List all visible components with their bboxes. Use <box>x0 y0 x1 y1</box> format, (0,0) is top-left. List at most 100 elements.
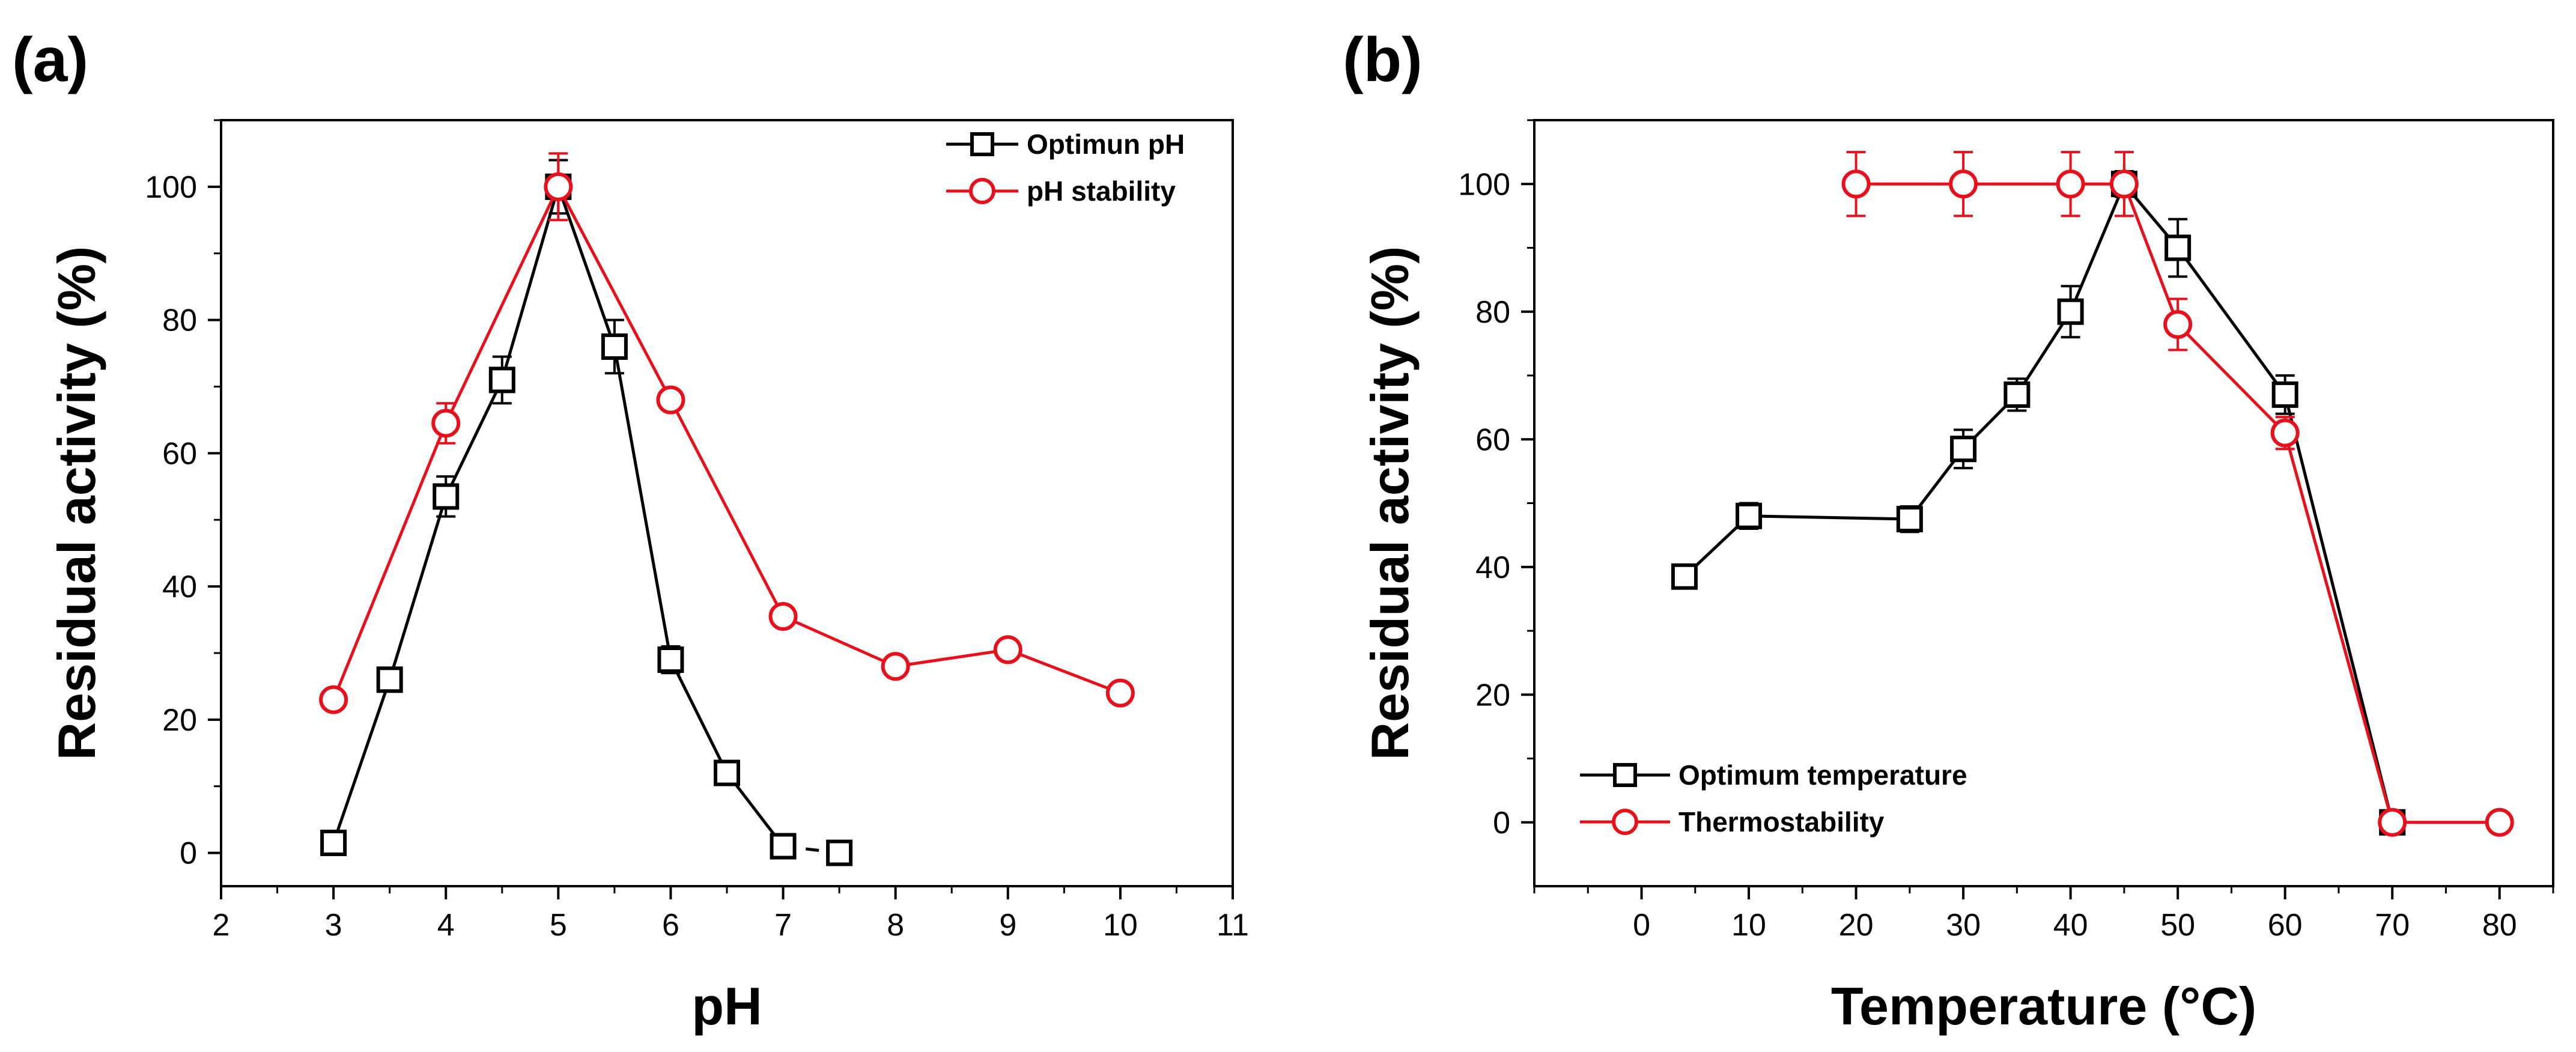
series-line-segment <box>557 186 672 401</box>
y-tick-label: 80 <box>162 303 197 338</box>
y-tick-label: 60 <box>162 436 197 471</box>
data-point-square <box>2271 381 2298 408</box>
data-point-circle <box>544 172 573 201</box>
series-line-segment <box>388 496 448 681</box>
data-point-circle <box>2109 169 2139 199</box>
y-axis-title: Residual activity (%) <box>1360 246 1420 761</box>
y-tick-label: 100 <box>1458 167 1510 202</box>
data-point-circle <box>1841 169 1871 199</box>
series-line-segment <box>2177 323 2286 434</box>
legend-marker-square <box>970 132 994 156</box>
data-point-square <box>770 833 797 860</box>
x-tick-label: 4 <box>437 908 455 943</box>
data-point-square <box>714 759 740 786</box>
chart-panel-b: 0 10 20 30 40 50 60 70 80 0 20 40 60 80 100 Temperature… <box>1360 119 2554 1036</box>
y-tick-label: 0 <box>1493 806 1510 841</box>
x-tick-label: 9 <box>999 908 1016 943</box>
data-point-circle <box>1949 169 1978 199</box>
y-tick-label: 20 <box>1475 678 1510 713</box>
x-tick-label: 7 <box>774 908 792 943</box>
data-point-square <box>2164 234 2192 261</box>
x-tick-label: 11 <box>1217 908 1249 943</box>
x-tick-label: 3 <box>325 908 342 943</box>
series-line-segment <box>669 399 785 618</box>
legend-label: Optimum temperature <box>1678 759 1967 791</box>
series-line-segment <box>2177 247 2286 396</box>
series-line-segment <box>895 648 1009 668</box>
legend-label: pH stability <box>1027 175 1176 207</box>
data-point-square <box>376 666 403 693</box>
y-tick-label: 80 <box>1475 295 1510 330</box>
x-tick-label: 10 <box>1103 908 1138 943</box>
y-axis-title: Residual activity (%) <box>47 246 106 761</box>
x-tick-label: 30 <box>1946 908 1981 943</box>
data-point-circle <box>2270 418 2300 448</box>
x-axis-title: pH <box>691 976 762 1036</box>
x-tick-label: 10 <box>1731 908 1766 943</box>
x-axis-title: Temperature (°C) <box>1831 976 2256 1036</box>
series-line-segment <box>2283 432 2394 823</box>
x-tick-label: 50 <box>2160 908 2195 943</box>
data-point-circle <box>2056 169 2085 199</box>
data-point-square <box>320 829 347 856</box>
series-line-segment <box>613 346 672 660</box>
x-tick-label: 80 <box>2482 908 2517 943</box>
legend-label: Optimun pH <box>1027 129 1185 160</box>
x-tick-label: 5 <box>550 908 567 943</box>
series-line-segment <box>2283 394 2394 823</box>
series-line-segment <box>1749 514 1910 521</box>
series-line-segment <box>2122 183 2180 325</box>
series-line-segment <box>444 186 560 424</box>
y-tick-label: 100 <box>145 170 197 205</box>
series-line-segment <box>2016 311 2072 396</box>
data-point-circle <box>768 601 798 631</box>
legend-marker-circle <box>969 178 995 204</box>
series-ph-stability <box>319 152 1135 714</box>
legend-marker-circle <box>1612 809 1638 835</box>
legend-entry: Optimun pH <box>946 129 1185 160</box>
data-point-square <box>1896 506 1923 533</box>
data-point-square <box>1736 502 1763 529</box>
y-tick-label: 20 <box>162 703 197 738</box>
legend-entry: pH stability <box>946 175 1176 207</box>
x-tick-label: 20 <box>1839 908 1874 943</box>
series-line-segment <box>782 615 896 668</box>
data-point-square <box>2003 381 2031 408</box>
chart-panel-a: 2 3 4 5 6 7 8 9 10 11 0 20 40 60 80 100 pH Residual activ… <box>47 119 1249 1036</box>
data-point-circle <box>2163 310 2193 339</box>
data-point-square <box>433 483 460 510</box>
data-point-square <box>1950 436 1977 463</box>
legend-entry: Thermostability <box>1580 806 1885 838</box>
x-tick-label: 60 <box>2268 908 2303 943</box>
panel-a-label: (a) <box>12 25 88 95</box>
x-tick-label: 6 <box>662 908 679 943</box>
data-point-circle <box>1105 678 1135 708</box>
legend-marker-square <box>1613 763 1637 787</box>
data-point-square <box>1671 563 1698 590</box>
x-tick-label: 0 <box>1633 908 1650 943</box>
series-thermostability <box>1841 151 2514 837</box>
data-point-circle <box>319 685 348 714</box>
x-tick-label: 70 <box>2375 908 2410 943</box>
data-point-square <box>826 839 853 866</box>
x-tick-label: 40 <box>2053 908 2088 943</box>
data-point-square <box>488 366 515 394</box>
data-point-square <box>657 646 684 673</box>
series-line-segment <box>1007 648 1121 695</box>
legend-entry: Optimum temperature <box>1580 759 1967 791</box>
data-point-circle <box>2378 807 2407 837</box>
panel-b-label: (b) <box>1343 25 1423 95</box>
series-line-segment <box>332 422 448 701</box>
x-tick-label: 8 <box>887 908 904 943</box>
data-point-circle <box>656 385 685 415</box>
y-tick-label: 0 <box>180 836 197 871</box>
y-tick-label: 40 <box>162 570 197 604</box>
y-tick-label: 60 <box>1475 422 1510 457</box>
series-line-segment <box>2069 183 2126 312</box>
series-line-segment <box>669 658 729 774</box>
data-point-circle <box>993 635 1022 664</box>
legend-label: Thermostability <box>1678 806 1885 838</box>
data-point-square <box>2057 298 2084 325</box>
